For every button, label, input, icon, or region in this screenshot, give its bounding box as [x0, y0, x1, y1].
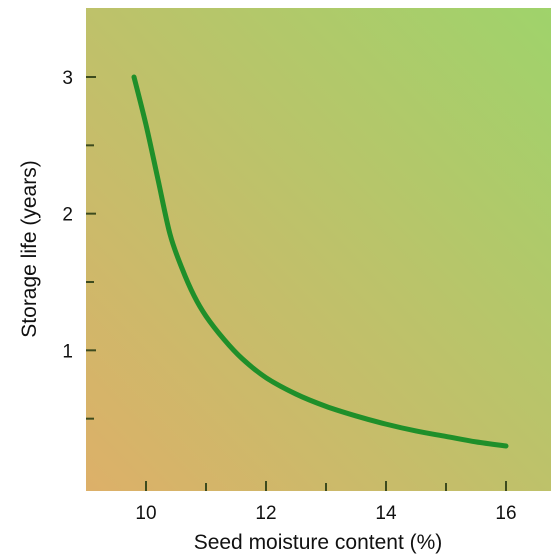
y-tick-label: 2 — [62, 205, 73, 226]
plot-area-background — [86, 8, 551, 491]
y-tick-label: 1 — [62, 341, 73, 362]
x-axis-tick-labels: 10 12 14 16 — [135, 503, 516, 524]
x-tick-label: 12 — [255, 503, 276, 524]
series-group — [131, 74, 509, 449]
x-axis-ticks — [145, 481, 507, 491]
y-axis-tick-labels: 1 2 3 — [62, 68, 73, 362]
x-tick-label: 14 — [375, 503, 397, 524]
x-axis-title: Seed moisture content (%) — [194, 531, 443, 554]
series-line — [131, 74, 509, 449]
x-tick-label: 10 — [135, 503, 156, 524]
x-tick-label: 16 — [495, 503, 516, 524]
y-axis-ticks — [86, 75, 96, 420]
y-axis-title: Storage life (years) — [18, 160, 41, 337]
y-tick-label: 3 — [62, 68, 73, 89]
